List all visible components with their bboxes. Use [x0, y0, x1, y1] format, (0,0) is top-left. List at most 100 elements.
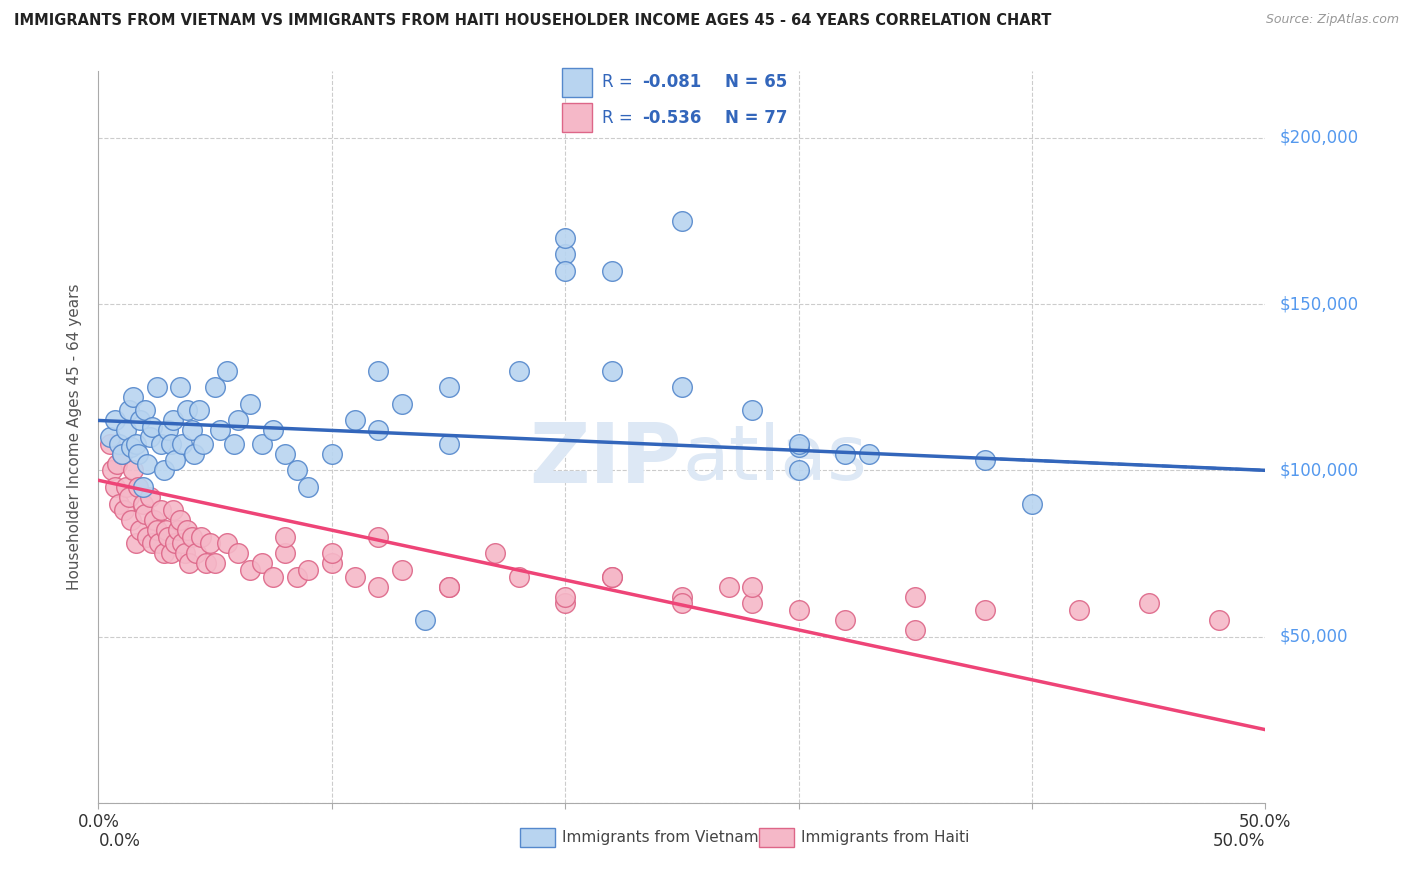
- Point: [600, 570, 623, 584]
- Point: [239, 563, 262, 577]
- Point: [215, 536, 238, 550]
- Point: [172, 436, 194, 450]
- Point: [150, 503, 173, 517]
- Point: [321, 557, 343, 571]
- Point: [176, 403, 198, 417]
- Point: [146, 380, 169, 394]
- Point: [215, 363, 238, 377]
- Point: [321, 546, 343, 560]
- Point: [112, 503, 135, 517]
- Point: [262, 424, 284, 438]
- Point: [190, 530, 212, 544]
- Point: [172, 536, 194, 550]
- Text: R =: R =: [602, 109, 638, 127]
- Text: $100,000: $100,000: [1279, 461, 1358, 479]
- Point: [671, 380, 693, 394]
- Point: [239, 397, 262, 411]
- Point: [367, 580, 389, 594]
- Text: Immigrants from Vietnam: Immigrants from Vietnam: [562, 830, 759, 845]
- FancyBboxPatch shape: [561, 103, 592, 132]
- Point: [115, 424, 138, 438]
- Point: [132, 480, 155, 494]
- Point: [101, 463, 124, 477]
- Text: R =: R =: [602, 73, 638, 91]
- Point: [200, 536, 222, 550]
- Point: [222, 436, 245, 450]
- Point: [671, 214, 693, 228]
- Point: [904, 623, 927, 637]
- Point: [136, 530, 159, 544]
- Point: [285, 570, 308, 584]
- Text: $200,000: $200,000: [1279, 128, 1358, 147]
- Point: [600, 264, 623, 278]
- Point: [169, 380, 191, 394]
- Point: [122, 463, 145, 477]
- Point: [834, 447, 856, 461]
- Point: [180, 424, 202, 438]
- Point: [146, 523, 169, 537]
- Point: [554, 590, 576, 604]
- Point: [228, 546, 250, 560]
- Point: [125, 436, 148, 450]
- Point: [186, 546, 208, 560]
- Point: [858, 447, 880, 461]
- Point: [1208, 613, 1230, 627]
- Text: Immigrants from Haiti: Immigrants from Haiti: [801, 830, 970, 845]
- Point: [904, 590, 927, 604]
- Point: [554, 247, 576, 261]
- Point: [391, 397, 413, 411]
- Point: [787, 436, 810, 450]
- Point: [344, 413, 367, 427]
- Point: [274, 530, 297, 544]
- Point: [104, 480, 127, 494]
- Point: [166, 523, 188, 537]
- Point: [1137, 596, 1160, 610]
- Point: [180, 530, 202, 544]
- Point: [152, 463, 174, 477]
- Point: [129, 523, 152, 537]
- Point: [600, 570, 623, 584]
- Point: [152, 546, 174, 560]
- Point: [111, 447, 134, 461]
- Point: [204, 557, 226, 571]
- Point: [129, 413, 152, 427]
- Point: [134, 507, 156, 521]
- Point: [157, 424, 180, 438]
- Point: [143, 513, 166, 527]
- Point: [437, 580, 460, 594]
- Text: -0.536: -0.536: [643, 109, 702, 127]
- Point: [165, 453, 187, 467]
- Point: [671, 590, 693, 604]
- Point: [173, 546, 195, 560]
- Point: [250, 436, 273, 450]
- Point: [176, 523, 198, 537]
- Point: [132, 497, 155, 511]
- Point: [508, 363, 530, 377]
- Text: IMMIGRANTS FROM VIETNAM VS IMMIGRANTS FROM HAITI HOUSEHOLDER INCOME AGES 45 - 64: IMMIGRANTS FROM VIETNAM VS IMMIGRANTS FR…: [14, 13, 1052, 29]
- FancyBboxPatch shape: [561, 68, 592, 96]
- Text: 0.0%: 0.0%: [98, 832, 141, 850]
- Point: [391, 563, 413, 577]
- Point: [554, 230, 576, 244]
- Point: [139, 490, 162, 504]
- Point: [1067, 603, 1090, 617]
- Point: [108, 436, 131, 450]
- Point: [297, 563, 319, 577]
- Point: [600, 363, 623, 377]
- Point: [98, 430, 121, 444]
- Point: [118, 403, 141, 417]
- Point: [127, 480, 149, 494]
- Point: [1021, 497, 1043, 511]
- Point: [554, 264, 576, 278]
- Point: [367, 530, 389, 544]
- Point: [554, 596, 576, 610]
- Point: [285, 463, 308, 477]
- Point: [141, 420, 163, 434]
- Point: [122, 390, 145, 404]
- Point: [98, 436, 121, 450]
- Text: atlas: atlas: [682, 422, 866, 496]
- Point: [671, 596, 693, 610]
- Point: [134, 403, 156, 417]
- Point: [193, 436, 215, 450]
- Point: [834, 613, 856, 627]
